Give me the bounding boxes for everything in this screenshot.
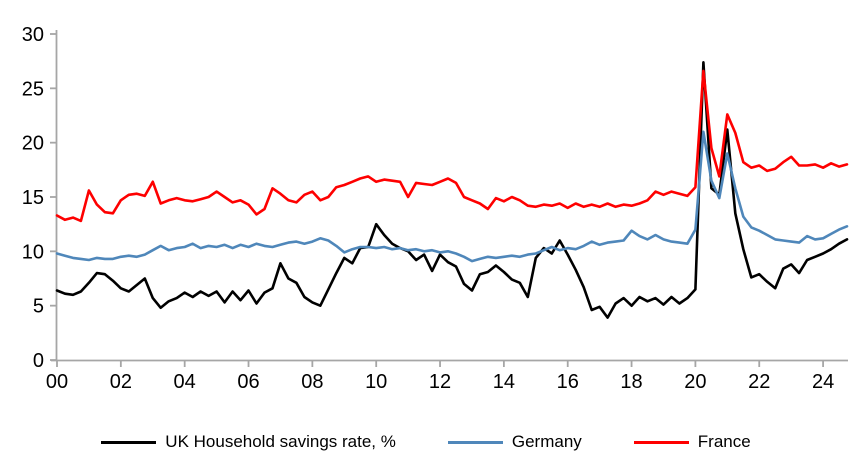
series-line-france — [55, 69, 849, 223]
x-tick-label: 20 — [684, 371, 706, 393]
legend-label-germany: Germany — [511, 432, 582, 451]
x-tick-label: 24 — [812, 371, 834, 393]
x-tick-label: 04 — [174, 371, 196, 393]
y-tick-label: 0 — [33, 350, 44, 372]
y-tick-label: 5 — [33, 296, 44, 318]
x-tick-label: 12 — [429, 371, 451, 393]
y-tick-label: 20 — [22, 133, 44, 155]
germany-line-swatch-icon — [447, 440, 503, 444]
legend-label-uk: UK Household savings rate, % — [165, 432, 396, 451]
x-tick-label: 16 — [557, 371, 579, 393]
legend-item-france: France — [633, 432, 751, 452]
x-tick-label: 06 — [237, 371, 259, 393]
legend-item-uk: UK Household savings rate, % — [101, 432, 396, 452]
x-tick-label: 10 — [365, 371, 387, 393]
x-tick-label: 02 — [110, 371, 132, 393]
x-tick-label: 08 — [301, 371, 323, 393]
y-tick-label: 25 — [22, 78, 44, 100]
y-tick-label: 30 — [22, 24, 44, 46]
line-chart-svg: 0 5 10 15 20 25 30 00 02 04 06 08 10 12 14 16 18 20 22 24 — [22, 24, 849, 393]
legend-label-france: France — [697, 432, 751, 451]
legend-item-germany: Germany — [447, 432, 582, 452]
uk-line-swatch-icon — [101, 440, 157, 444]
x-tick-label: 18 — [620, 371, 642, 393]
x-tick-label: 14 — [493, 371, 515, 393]
x-tick-label: 00 — [46, 371, 68, 393]
y-tick-label: 10 — [22, 241, 44, 263]
chart-plot-area: 0 5 10 15 20 25 30 00 02 04 06 08 10 12 14 16 18 20 22 24 — [22, 24, 849, 393]
france-line-swatch-icon — [633, 440, 689, 444]
chart-legend: UK Household savings rate, % Germany Fra… — [0, 432, 852, 452]
series-line-uk — [55, 60, 849, 319]
series-line-germany — [55, 130, 849, 263]
x-tick-label: 22 — [748, 371, 770, 393]
y-tick-label: 15 — [22, 187, 44, 209]
